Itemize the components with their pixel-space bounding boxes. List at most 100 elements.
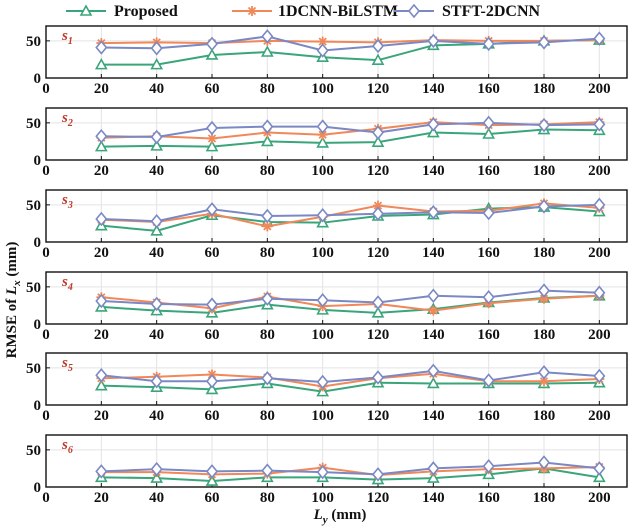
x-tick-label: 40: [149, 245, 164, 261]
data-point: [95, 211, 108, 227]
data-point: [593, 31, 606, 46]
data-point: [426, 471, 440, 483]
x-tick-label: 200: [588, 490, 611, 506]
data-point: [482, 115, 495, 131]
y-axis-label: RMSE of Lx (mm): [4, 242, 23, 359]
x-tick-label: 0: [42, 163, 50, 179]
x-tick-label: 20: [94, 490, 109, 506]
x-tick-label: 180: [533, 245, 556, 261]
x-tick-label: 140: [422, 327, 445, 343]
y-tick-label: 0: [34, 71, 42, 87]
data-point: [261, 463, 274, 478]
data-point: [427, 461, 440, 476]
data-point: [427, 288, 440, 304]
legend-entry-2: STFT-2DCNN: [394, 3, 541, 20]
x-tick-label: 60: [205, 327, 220, 343]
panel-frame: [45, 107, 628, 161]
panel-3: 0 20 40 60 80 100 120 140 160 180 200 0 50 s3: [26, 189, 628, 261]
x-tick-label: 80: [260, 163, 275, 179]
panel-1: 0 20 40 60 80 100 120 140 160 180 200 0 50 s1: [26, 25, 628, 97]
data-point: [482, 290, 495, 305]
x-tick-label: 20: [94, 245, 109, 261]
series-line: [101, 289, 600, 306]
data-point: [150, 41, 163, 56]
series-line: [101, 35, 600, 52]
data-point: [426, 376, 440, 389]
data-point: [150, 373, 163, 389]
data-point: [260, 134, 274, 147]
data-point: [317, 129, 328, 140]
x-tick-label: 140: [422, 163, 445, 179]
data-point: [537, 455, 551, 470]
data-point: [150, 139, 164, 151]
data-point: [207, 133, 217, 144]
data-point: [316, 119, 329, 134]
y-tick-label: 50: [26, 280, 41, 296]
x-tick-label: 180: [533, 490, 556, 506]
data-point: [371, 206, 385, 222]
x-tick-label: 0: [42, 490, 50, 506]
data-point: [537, 35, 551, 50]
panel-frame: [45, 25, 628, 79]
series-line: [101, 203, 600, 223]
data-point: [316, 208, 329, 223]
x-tick-label: 160: [477, 490, 500, 506]
legend-marker-0: [79, 4, 93, 16]
series-line: [101, 39, 600, 45]
series-stft-2dcnn: [95, 283, 606, 312]
x-tick-label: 180: [533, 408, 556, 424]
x-tick-label: 180: [533, 327, 556, 343]
data-point: [150, 224, 164, 236]
panel-6: 0 20 40 60 80 100 120 140 160 180 200 0 50 s6: [26, 434, 628, 506]
series-line: [101, 369, 600, 383]
data-point: [371, 125, 385, 140]
x-tick-label: 160: [477, 81, 500, 97]
y-tick-label: 0: [34, 235, 42, 251]
legend-label-0: Proposed: [114, 3, 178, 20]
data-point: [316, 374, 329, 390]
data-point: [371, 135, 385, 147]
data-point: [150, 296, 163, 312]
y-tick-label: 50: [26, 116, 41, 132]
data-point: [150, 461, 163, 477]
series-line: [101, 467, 600, 483]
data-point: [371, 370, 385, 385]
x-tick-label: 140: [422, 408, 445, 424]
x-tick-label: 160: [477, 327, 500, 343]
legend: Proposed 1DCNN-BiLSTM STFT-2DCNN: [66, 3, 541, 20]
data-point: [371, 53, 385, 65]
data-point: [150, 129, 163, 145]
x-tick-label: 200: [588, 163, 611, 179]
data-point: [426, 125, 440, 138]
x-tick-label: 100: [311, 163, 334, 179]
data-point: [261, 371, 274, 386]
data-point: [593, 368, 606, 384]
x-tick-label: 200: [588, 327, 611, 343]
legend-label-1: 1DCNN-BiLSTM: [278, 3, 398, 20]
x-tick-label: 100: [311, 327, 334, 343]
data-point: [205, 373, 219, 389]
x-tick-label: 140: [422, 490, 445, 506]
data-point: [427, 363, 440, 379]
data-point: [205, 139, 219, 152]
data-point: [482, 458, 495, 474]
data-point: [316, 136, 330, 148]
data-point: [482, 373, 495, 388]
series-stft-2dcnn: [95, 115, 606, 145]
x-tick-label: 160: [477, 408, 500, 424]
x-tick-label: 20: [94, 81, 109, 97]
data-point: [537, 283, 551, 298]
data-point: [261, 208, 274, 224]
x-tick-label: 60: [205, 490, 220, 506]
x-tick-label: 120: [367, 245, 390, 261]
panel-2: 0 20 40 60 80 100 120 140 160 180 200 0 50 s2: [26, 107, 628, 179]
data-point: [537, 365, 551, 380]
x-tick-label: 40: [149, 163, 164, 179]
data-point: [593, 461, 606, 476]
x-tick-label: 80: [260, 408, 275, 424]
panel-frame: [45, 189, 628, 243]
x-tick-label: 40: [149, 81, 164, 97]
series-line: [101, 128, 600, 148]
x-tick-label: 140: [422, 245, 445, 261]
